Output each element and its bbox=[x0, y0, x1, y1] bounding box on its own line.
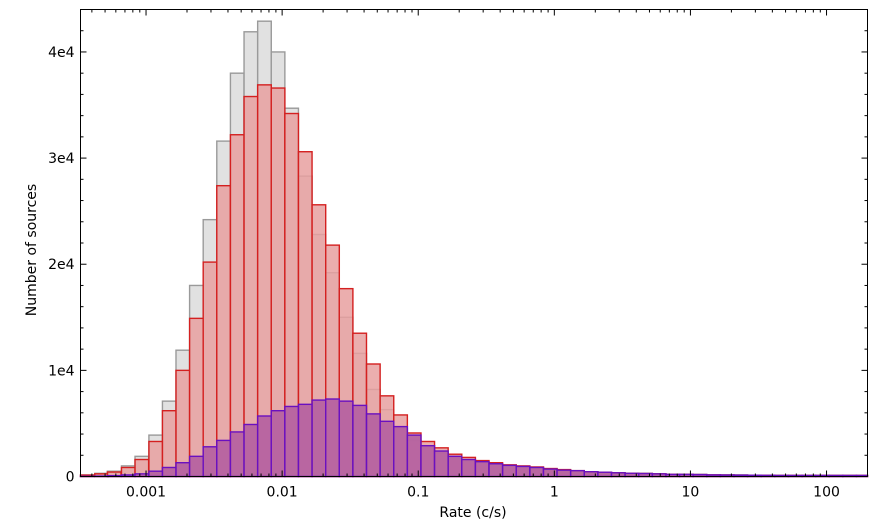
bar-series-2 bbox=[352, 404, 368, 478]
y-tick-label: 4e4 bbox=[48, 45, 75, 61]
bar-series-2 bbox=[597, 471, 613, 478]
bar-series-1 bbox=[243, 95, 259, 478]
x-tick-label: 0.001 bbox=[126, 485, 166, 501]
bar-series-1 bbox=[175, 369, 191, 478]
bar-series-1 bbox=[188, 317, 204, 478]
bar-series-2 bbox=[243, 423, 259, 478]
bar-series-2 bbox=[556, 469, 572, 478]
bar-series-2 bbox=[188, 455, 204, 478]
bar-series-2 bbox=[501, 464, 517, 478]
y-tick-label: 1e4 bbox=[48, 363, 75, 379]
series-1 bbox=[79, 84, 869, 478]
y-tick-label: 2e4 bbox=[48, 257, 75, 273]
bar-series-2 bbox=[420, 445, 436, 478]
bar-series-2 bbox=[515, 465, 531, 478]
x-axis-label: Rate (c/s) bbox=[439, 505, 506, 521]
bar-series-2 bbox=[393, 425, 409, 478]
bar-series-2 bbox=[610, 472, 626, 478]
bar-series-2 bbox=[447, 455, 463, 478]
bar-series-2 bbox=[229, 431, 245, 478]
bar-series-2 bbox=[569, 469, 585, 478]
bar-series-2 bbox=[270, 410, 286, 478]
bar-series-1 bbox=[202, 261, 218, 478]
bar-series-2 bbox=[474, 460, 490, 478]
x-tick-label: 0.1 bbox=[407, 485, 429, 501]
bar-series-2 bbox=[379, 420, 395, 478]
bar-series-2 bbox=[338, 400, 354, 478]
bar-series-2 bbox=[175, 462, 191, 478]
bar-series-1 bbox=[229, 134, 245, 478]
x-tick-label: 100 bbox=[813, 485, 840, 501]
bar-series-2 bbox=[161, 466, 177, 478]
bar-series-2 bbox=[461, 458, 477, 478]
bar-series-2 bbox=[284, 405, 300, 478]
x-tick-label: 1 bbox=[550, 485, 559, 501]
bar-series-2 bbox=[311, 399, 327, 478]
x-tick-label: 10 bbox=[682, 485, 700, 501]
bar-series-2 bbox=[297, 403, 313, 478]
bar-series-1 bbox=[161, 410, 177, 478]
x-tick-label: 0.01 bbox=[267, 485, 298, 501]
bar-series-2 bbox=[325, 398, 341, 478]
bars-layer bbox=[79, 20, 869, 478]
bar-series-2 bbox=[202, 446, 218, 478]
bar-series-2 bbox=[406, 434, 422, 478]
bar-series-2 bbox=[542, 468, 558, 478]
bar-series-1 bbox=[216, 184, 232, 478]
bar-series-2 bbox=[583, 471, 599, 478]
bar-series-2 bbox=[216, 439, 232, 478]
bar-series-2 bbox=[365, 413, 381, 478]
bar-series-2 bbox=[433, 450, 449, 478]
y-tick-label: 3e4 bbox=[48, 151, 75, 167]
ticks-layer: 0.001 0.01 0.1 1 10 100 0 1e4 2e4 3e4 4e4 bbox=[48, 9, 868, 501]
bar-series-2 bbox=[148, 470, 164, 478]
y-tick-label: 0 bbox=[66, 470, 75, 486]
y-axis-label: Number of sources bbox=[24, 184, 40, 316]
bar-series-2 bbox=[256, 415, 272, 478]
